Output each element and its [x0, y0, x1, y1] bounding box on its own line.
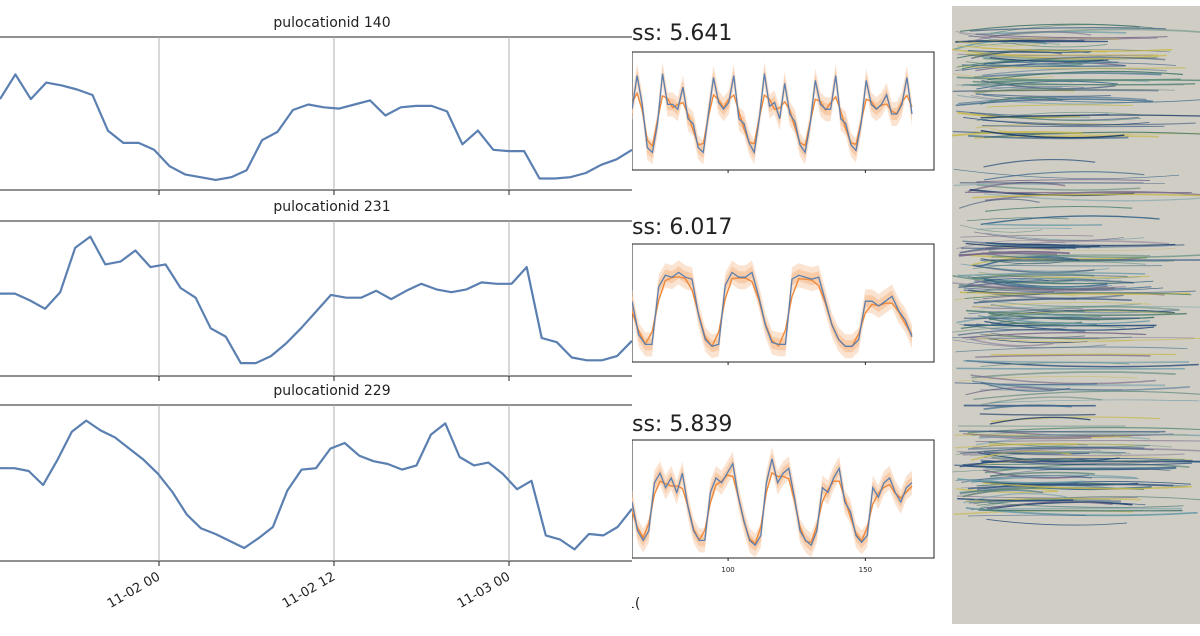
panel-title: pulocationid 229 [273, 383, 390, 399]
forecast-panel-2: ss: 6.017 [632, 215, 934, 365]
x-tick-label: 11-03 00 [455, 569, 513, 611]
x-tick-label: 11-02 00 [105, 569, 163, 611]
fiber-strand [986, 224, 1103, 225]
forecast-figure: ss: 5.641 ss: 6.017 ss: 5.839 100 150 1( [632, 0, 950, 630]
loss-label: ss: 5.839 [632, 412, 732, 437]
time-series-figure: pulocationid 140 pulocationid 231 pulocati… [0, 0, 632, 630]
panel-title: pulocationid 231 [273, 199, 390, 215]
loss-label: ss: 5.641 [632, 21, 732, 46]
loss-label: ss: 6.017 [632, 215, 732, 240]
fiber-strand [991, 261, 1174, 262]
fiber-image [952, 6, 1200, 636]
series-line [0, 237, 632, 364]
x-tick-label: 100 [721, 566, 734, 574]
left-figure: pulocationid 140 pulocationid 231 pulocati… [0, 0, 632, 630]
x-tick-label-partial: 1( [632, 596, 640, 612]
series-panel-2: pulocationid 231 [0, 199, 632, 381]
fiber-strand [959, 431, 1165, 432]
fiber-strand [987, 508, 1182, 509]
series-line [0, 421, 632, 550]
x-tick-label: 11-02 12 [280, 569, 338, 611]
prediction-band-outer [632, 62, 912, 165]
middle-figure: ss: 5.641 ss: 6.017 ss: 5.839 100 150 1( [632, 0, 950, 630]
forecast-panel-3: ss: 5.839 [632, 412, 934, 561]
series-panel-3: pulocationid 229 [0, 383, 632, 566]
fiber-photo [952, 6, 1200, 624]
x-tick-label: 150 [859, 566, 872, 574]
series-line [0, 74, 632, 179]
fiber-strand [990, 354, 1176, 355]
panel-title: pulocationid 140 [273, 15, 390, 31]
series-panel-1: pulocationid 140 [0, 15, 632, 195]
forecast-panel-1: ss: 5.641 [632, 21, 934, 173]
